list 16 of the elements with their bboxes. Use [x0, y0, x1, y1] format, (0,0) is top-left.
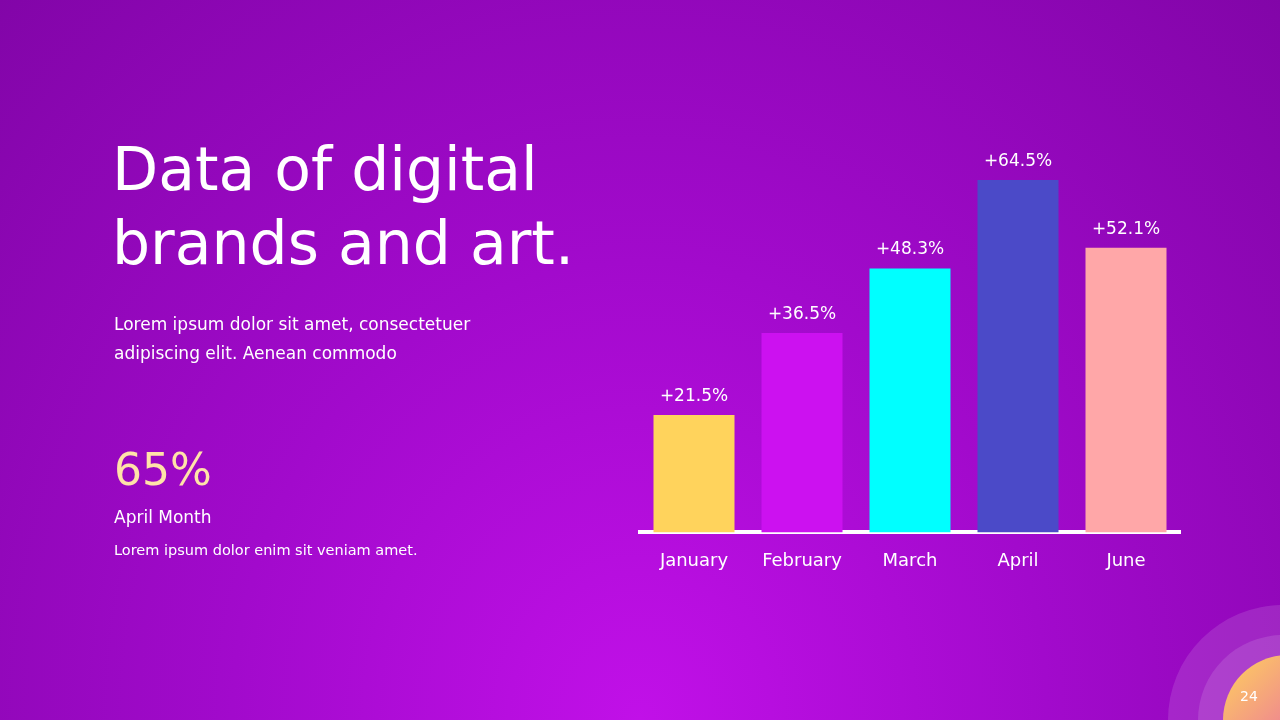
chart-title: Data of digital brands and art.: [112, 133, 575, 280]
data-label: +21.5%: [659, 384, 729, 405]
data-label: +36.5%: [767, 302, 837, 323]
data-label: +48.3%: [875, 238, 945, 259]
x-tick-label: February: [762, 548, 843, 570]
x-tick-label: January: [658, 548, 729, 570]
x-tick-label: March: [882, 548, 938, 570]
x-tick-label: June: [1105, 548, 1146, 570]
x-tick-label: April: [997, 548, 1039, 570]
text: 24: [1240, 688, 1258, 704]
text: Lorem ipsum dolor enim sit veniam amet.: [114, 542, 418, 558]
text: April Month: [114, 507, 212, 527]
data-label: +52.1%: [1091, 217, 1161, 238]
text: Lorem ipsum dolor sit amet, consectetuer adipiscing elit. Aenean commodo: [114, 313, 472, 365]
data-label: +64.5%: [983, 149, 1053, 170]
text: 65%: [114, 444, 212, 495]
